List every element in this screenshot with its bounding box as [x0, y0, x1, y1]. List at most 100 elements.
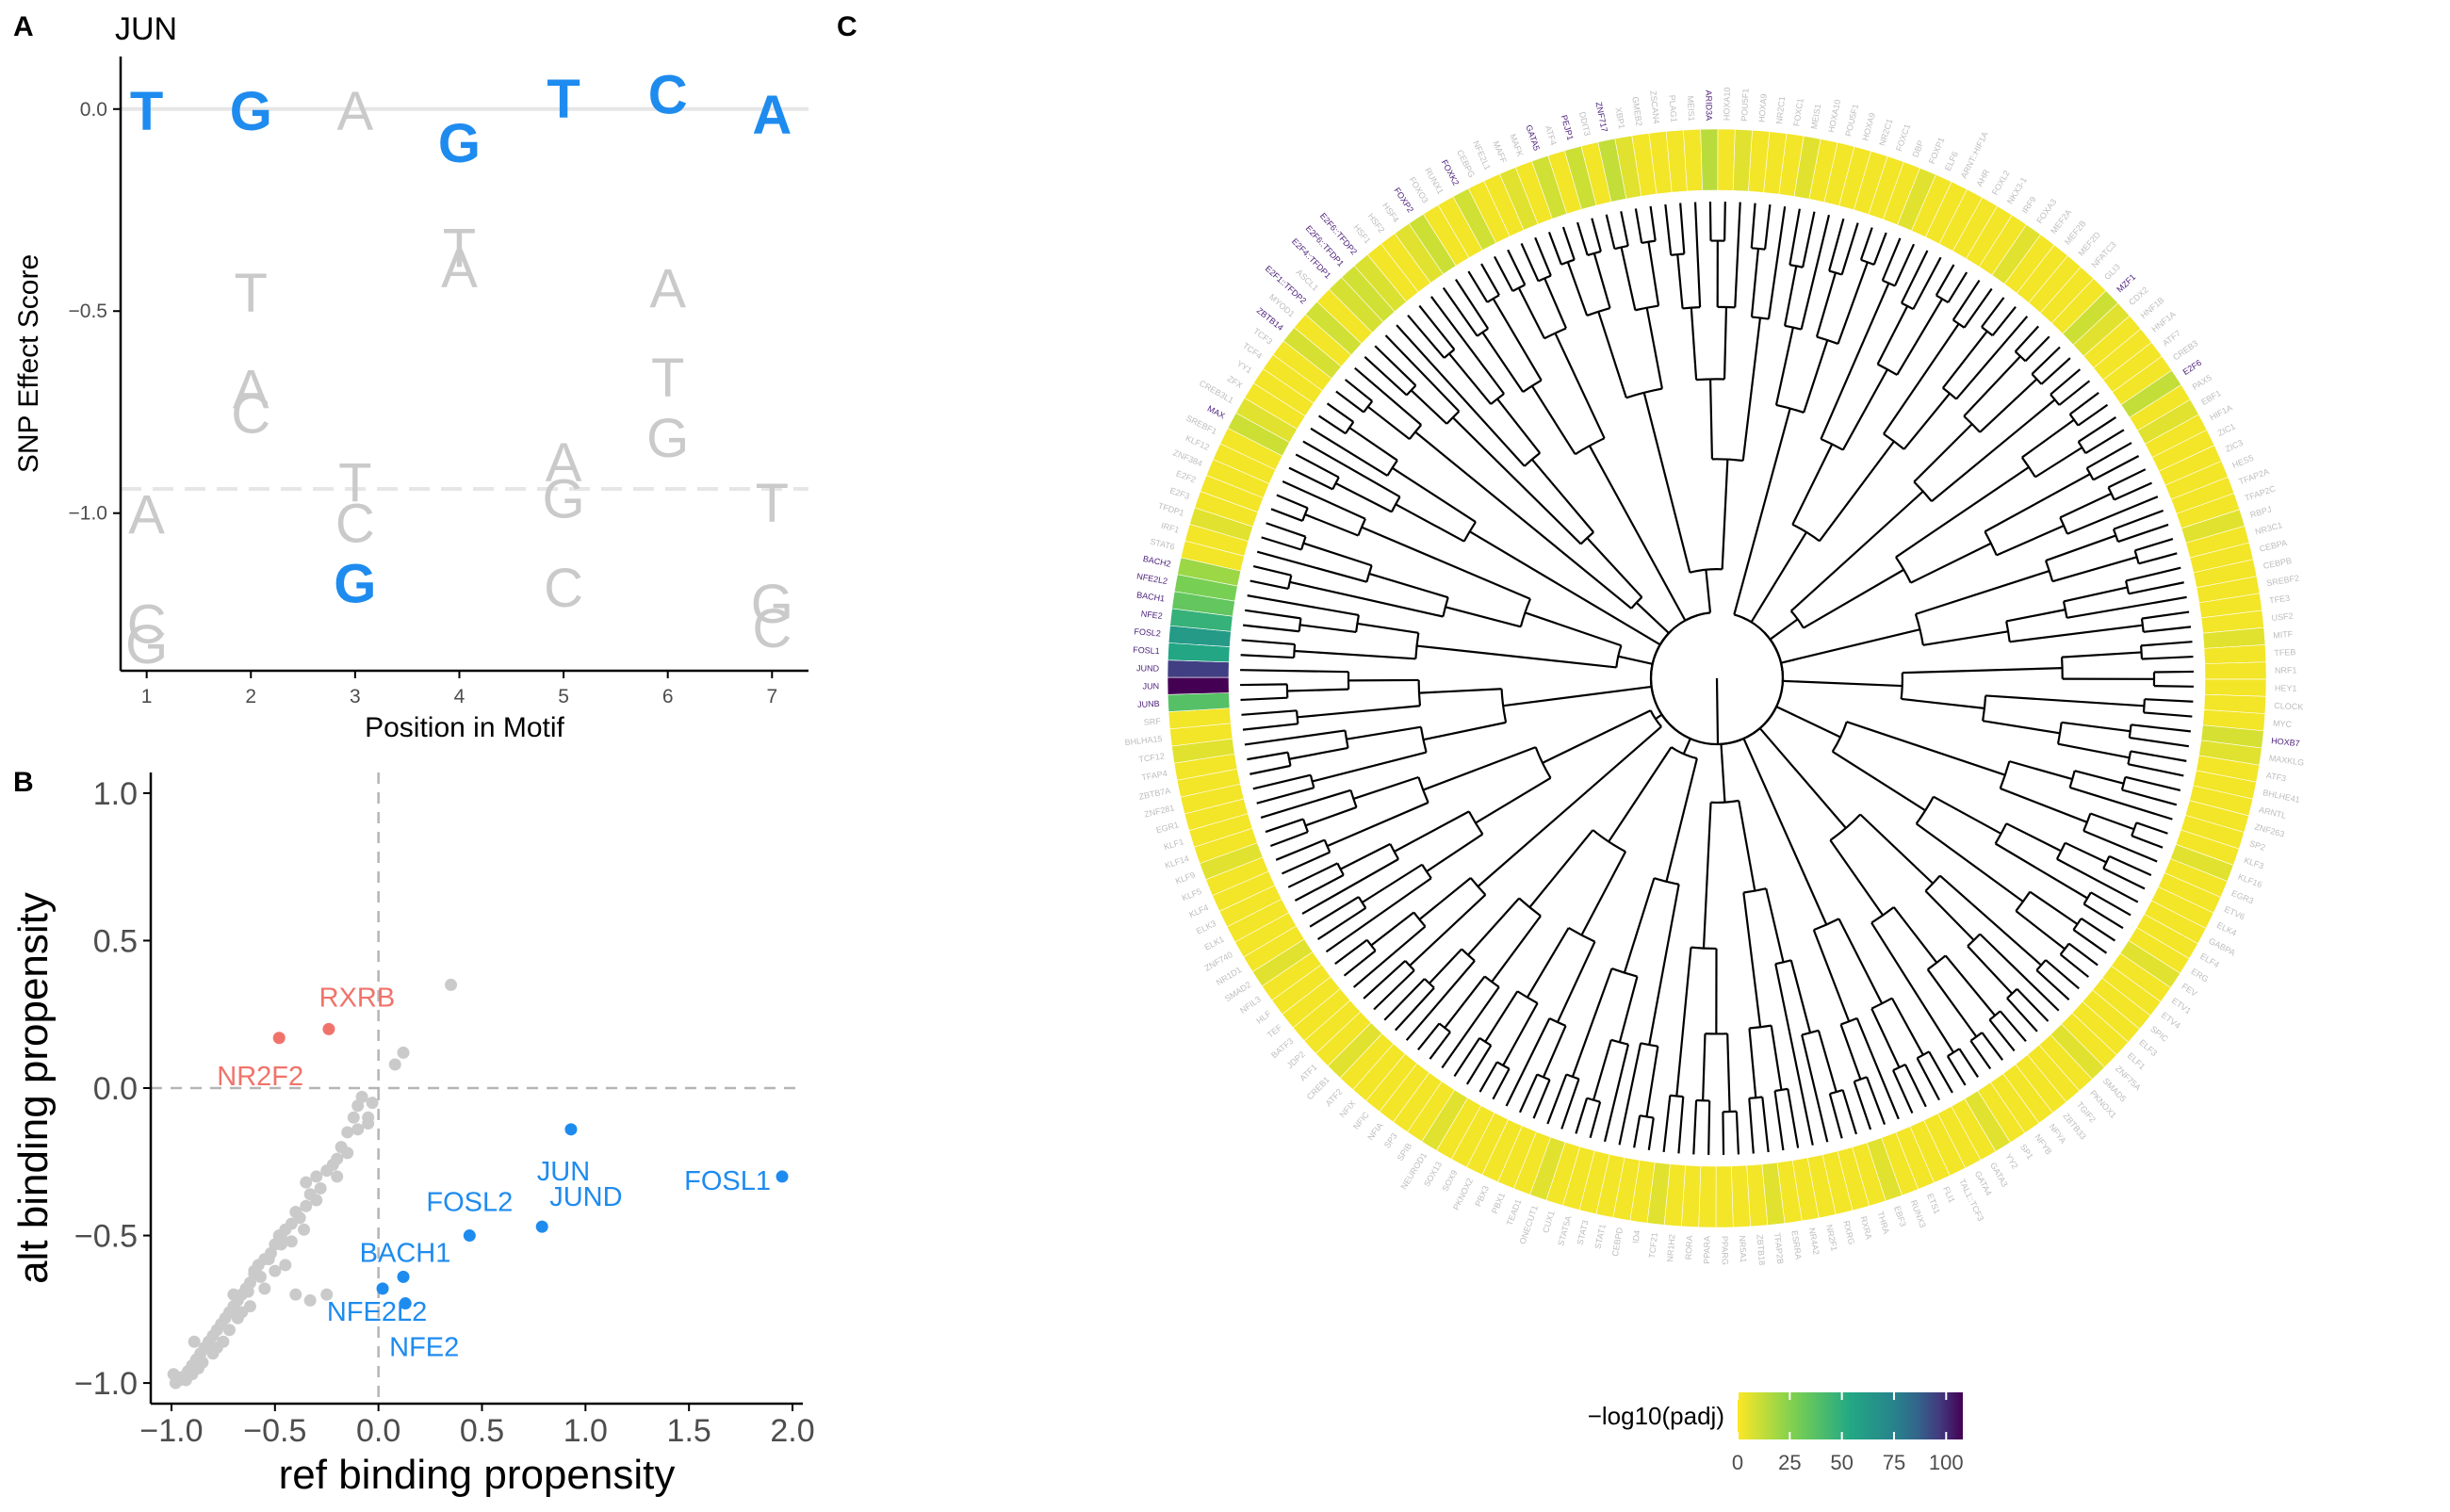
heatmap-cell	[1168, 660, 1229, 677]
tf-label: USF2	[2271, 611, 2294, 623]
tf-label: NFYB	[2033, 1132, 2053, 1156]
dendrogram-branch	[1250, 766, 1290, 774]
dendrogram-branch	[2144, 712, 2192, 716]
alternate-base-letter: T	[651, 348, 684, 409]
dendrogram-branch	[1734, 409, 1789, 615]
tf-label: RORA	[1684, 1235, 1694, 1260]
data-point	[362, 1112, 374, 1124]
tf-label: NFE2L2	[1136, 572, 1168, 587]
tf-label: EBF3	[1892, 1205, 1908, 1228]
tf-label: ELF1	[2126, 1050, 2148, 1071]
dendrogram-branch	[2132, 724, 2191, 731]
tf-label: BATF3	[1269, 1036, 1295, 1060]
dendrogram-branch	[1592, 219, 1601, 252]
dendrogram-branch	[2001, 789, 2087, 822]
dendrogram-branch	[1936, 265, 1954, 296]
tf-label: NFYA	[2048, 1122, 2068, 1146]
point-label: RXRB	[319, 983, 396, 1013]
tf-label: ZFX	[1226, 374, 1245, 390]
alternate-base-letter: G	[543, 469, 585, 530]
tf-label: YY1	[1235, 359, 1254, 376]
dendrogram-branch	[1843, 369, 1887, 449]
tf-label: FOXL2	[1990, 169, 2012, 197]
dendrogram-branch	[1860, 815, 1933, 884]
reference-base-letter: G	[230, 81, 272, 142]
dendrogram-branch	[1327, 803, 1428, 846]
dendrogram-branch	[2062, 652, 2142, 657]
dendrogram-branch	[1520, 1074, 1537, 1112]
dendrogram-branch	[2061, 954, 2089, 977]
dendrogram-branch	[2016, 326, 2039, 351]
tf-label: SOX9	[1440, 1168, 1459, 1193]
y-tick-label: −0.5	[74, 1219, 138, 1255]
dendrogram-branch	[1290, 582, 1444, 617]
dendrogram-branch	[1703, 1033, 1705, 1100]
data-point	[263, 1253, 275, 1265]
dendrogram-branch	[1817, 272, 1836, 336]
dendrogram-branch	[1561, 1079, 1578, 1129]
alternate-base-letter: G	[646, 408, 689, 469]
tf-label: MEIS1	[1809, 104, 1823, 130]
dendrogram-branch	[1305, 807, 1356, 825]
dendrogram-branch	[1577, 222, 1588, 255]
reference-base-letter: T	[547, 69, 580, 130]
dendrogram-branch	[1302, 859, 1398, 914]
tf-label: KLF9	[1174, 870, 1197, 886]
dendrogram-branch	[1664, 1096, 1671, 1152]
x-axis-label: Position in Motif	[365, 712, 564, 743]
data-point	[327, 1159, 339, 1171]
dendrogram-branch	[1429, 949, 1462, 983]
y-axis-label: alt binding propensity	[10, 892, 57, 1284]
dendrogram-branch	[1480, 1062, 1497, 1092]
dendrogram-branch	[1503, 1003, 1537, 1065]
tf-label: CEBPB	[2262, 556, 2293, 571]
dendrogram-branch	[1245, 610, 1300, 619]
tf-label: MITF	[2273, 629, 2294, 641]
dendrogram-branch	[1861, 228, 1872, 260]
dendrogram-branch	[1693, 1100, 1696, 1154]
reference-base-letter: A	[752, 85, 792, 146]
dendrogram-branch	[1982, 298, 2004, 327]
dendrogram-branch	[1710, 379, 1712, 459]
highlighted-point	[322, 1023, 335, 1035]
tf-label: ATF1	[1298, 1063, 1318, 1083]
tf-label: TEF	[1266, 1022, 1284, 1040]
dendrogram-branch	[1395, 811, 1469, 852]
dendrogram-branch	[1895, 244, 1914, 285]
dendrogram-branch	[1494, 299, 1542, 381]
reference-base-letter: T	[130, 81, 163, 142]
alternate-base-letter: G	[334, 554, 376, 615]
tf-label: ZIC3	[2224, 438, 2245, 454]
dendrogram-branch	[2130, 738, 2189, 746]
x-tick-label: 6	[662, 686, 674, 707]
x-tick-label: 4	[454, 686, 466, 707]
dendrogram-branch	[1634, 1115, 1640, 1147]
tf-label: KLF5	[1181, 886, 1203, 902]
tf-label: NFIA	[1365, 1121, 1384, 1142]
dendrogram-branch	[1743, 892, 1760, 1027]
dendrogram-branch	[1257, 788, 1315, 803]
tf-label: ELK4	[2215, 920, 2238, 938]
dendrogram-branch	[1704, 803, 1711, 949]
data-point	[310, 1194, 322, 1206]
dendrogram-branch	[1727, 1033, 1729, 1112]
data-point	[227, 1289, 239, 1301]
dendrogram-branch	[1913, 257, 1940, 309]
tf-label: TFDP1	[1157, 501, 1185, 518]
dendrogram-branch	[1418, 1023, 1439, 1049]
tf-label: MAX	[1206, 403, 1227, 420]
dendrogram-branch	[2103, 869, 2145, 889]
dendrogram-branch	[2006, 823, 2061, 851]
dendrogram-branch	[1245, 730, 1346, 744]
data-point	[300, 1200, 312, 1212]
dendrogram-branch	[2142, 612, 2189, 619]
dendrogram-branch	[1605, 1045, 1628, 1142]
tf-label: NR2C1	[1877, 118, 1894, 147]
tf-label: HEY1	[2275, 683, 2297, 692]
dendrogram-branch	[1867, 1077, 1885, 1124]
tf-label: GLI3	[2102, 262, 2122, 282]
tf-label: ETV1	[2170, 996, 2193, 1016]
tf-label: NFIC	[1351, 1110, 1371, 1131]
tf-label: HES5	[2230, 453, 2255, 470]
